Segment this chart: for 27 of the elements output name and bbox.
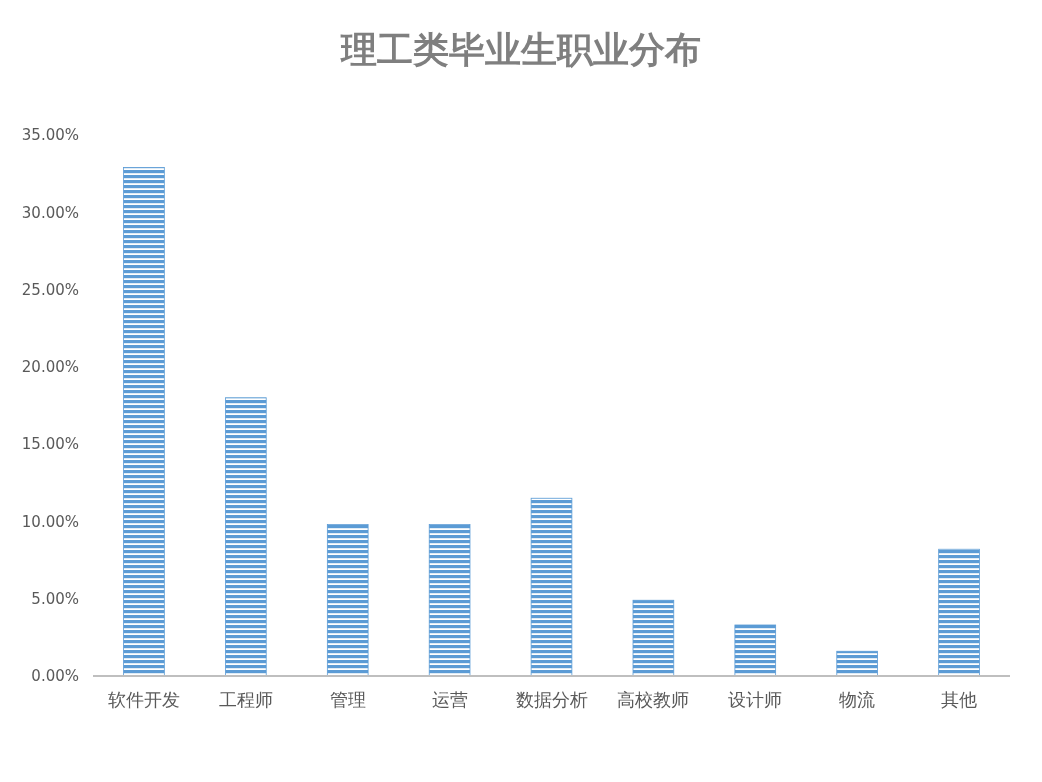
x-tick-label: 物流 [839,689,876,710]
bar [123,167,165,677]
y-tick-label: 30.00% [21,203,79,222]
x-tick-label: 管理 [329,689,366,710]
x-tick-label: 软件开发 [107,689,180,710]
y-tick-label: 20.00% [21,358,79,377]
bar [530,497,573,677]
bar [938,548,980,677]
x-tick-label: 设计师 [728,689,783,710]
bar [734,624,777,677]
bar [632,599,675,677]
x-tick-label: 数据分析 [515,689,588,710]
bar [428,524,471,677]
y-tick-label: 25.00% [21,280,79,299]
bar [326,524,369,677]
bar [225,397,267,677]
y-tick-label: 10.00% [21,512,79,531]
x-tick-label: 高校教师 [617,689,690,710]
y-tick-label: 35.00% [21,126,79,145]
y-tick-label: 5.00% [31,589,79,608]
bar [836,650,878,677]
y-tick-label: 15.00% [21,435,79,454]
y-tick-label: 0.00% [31,667,79,686]
chart-title: 理工类毕业生职业分布 [340,29,701,70]
x-tick-label: 其他 [941,689,978,710]
x-tick-label: 工程师 [218,689,273,710]
x-tick-label: 运营 [431,689,468,710]
